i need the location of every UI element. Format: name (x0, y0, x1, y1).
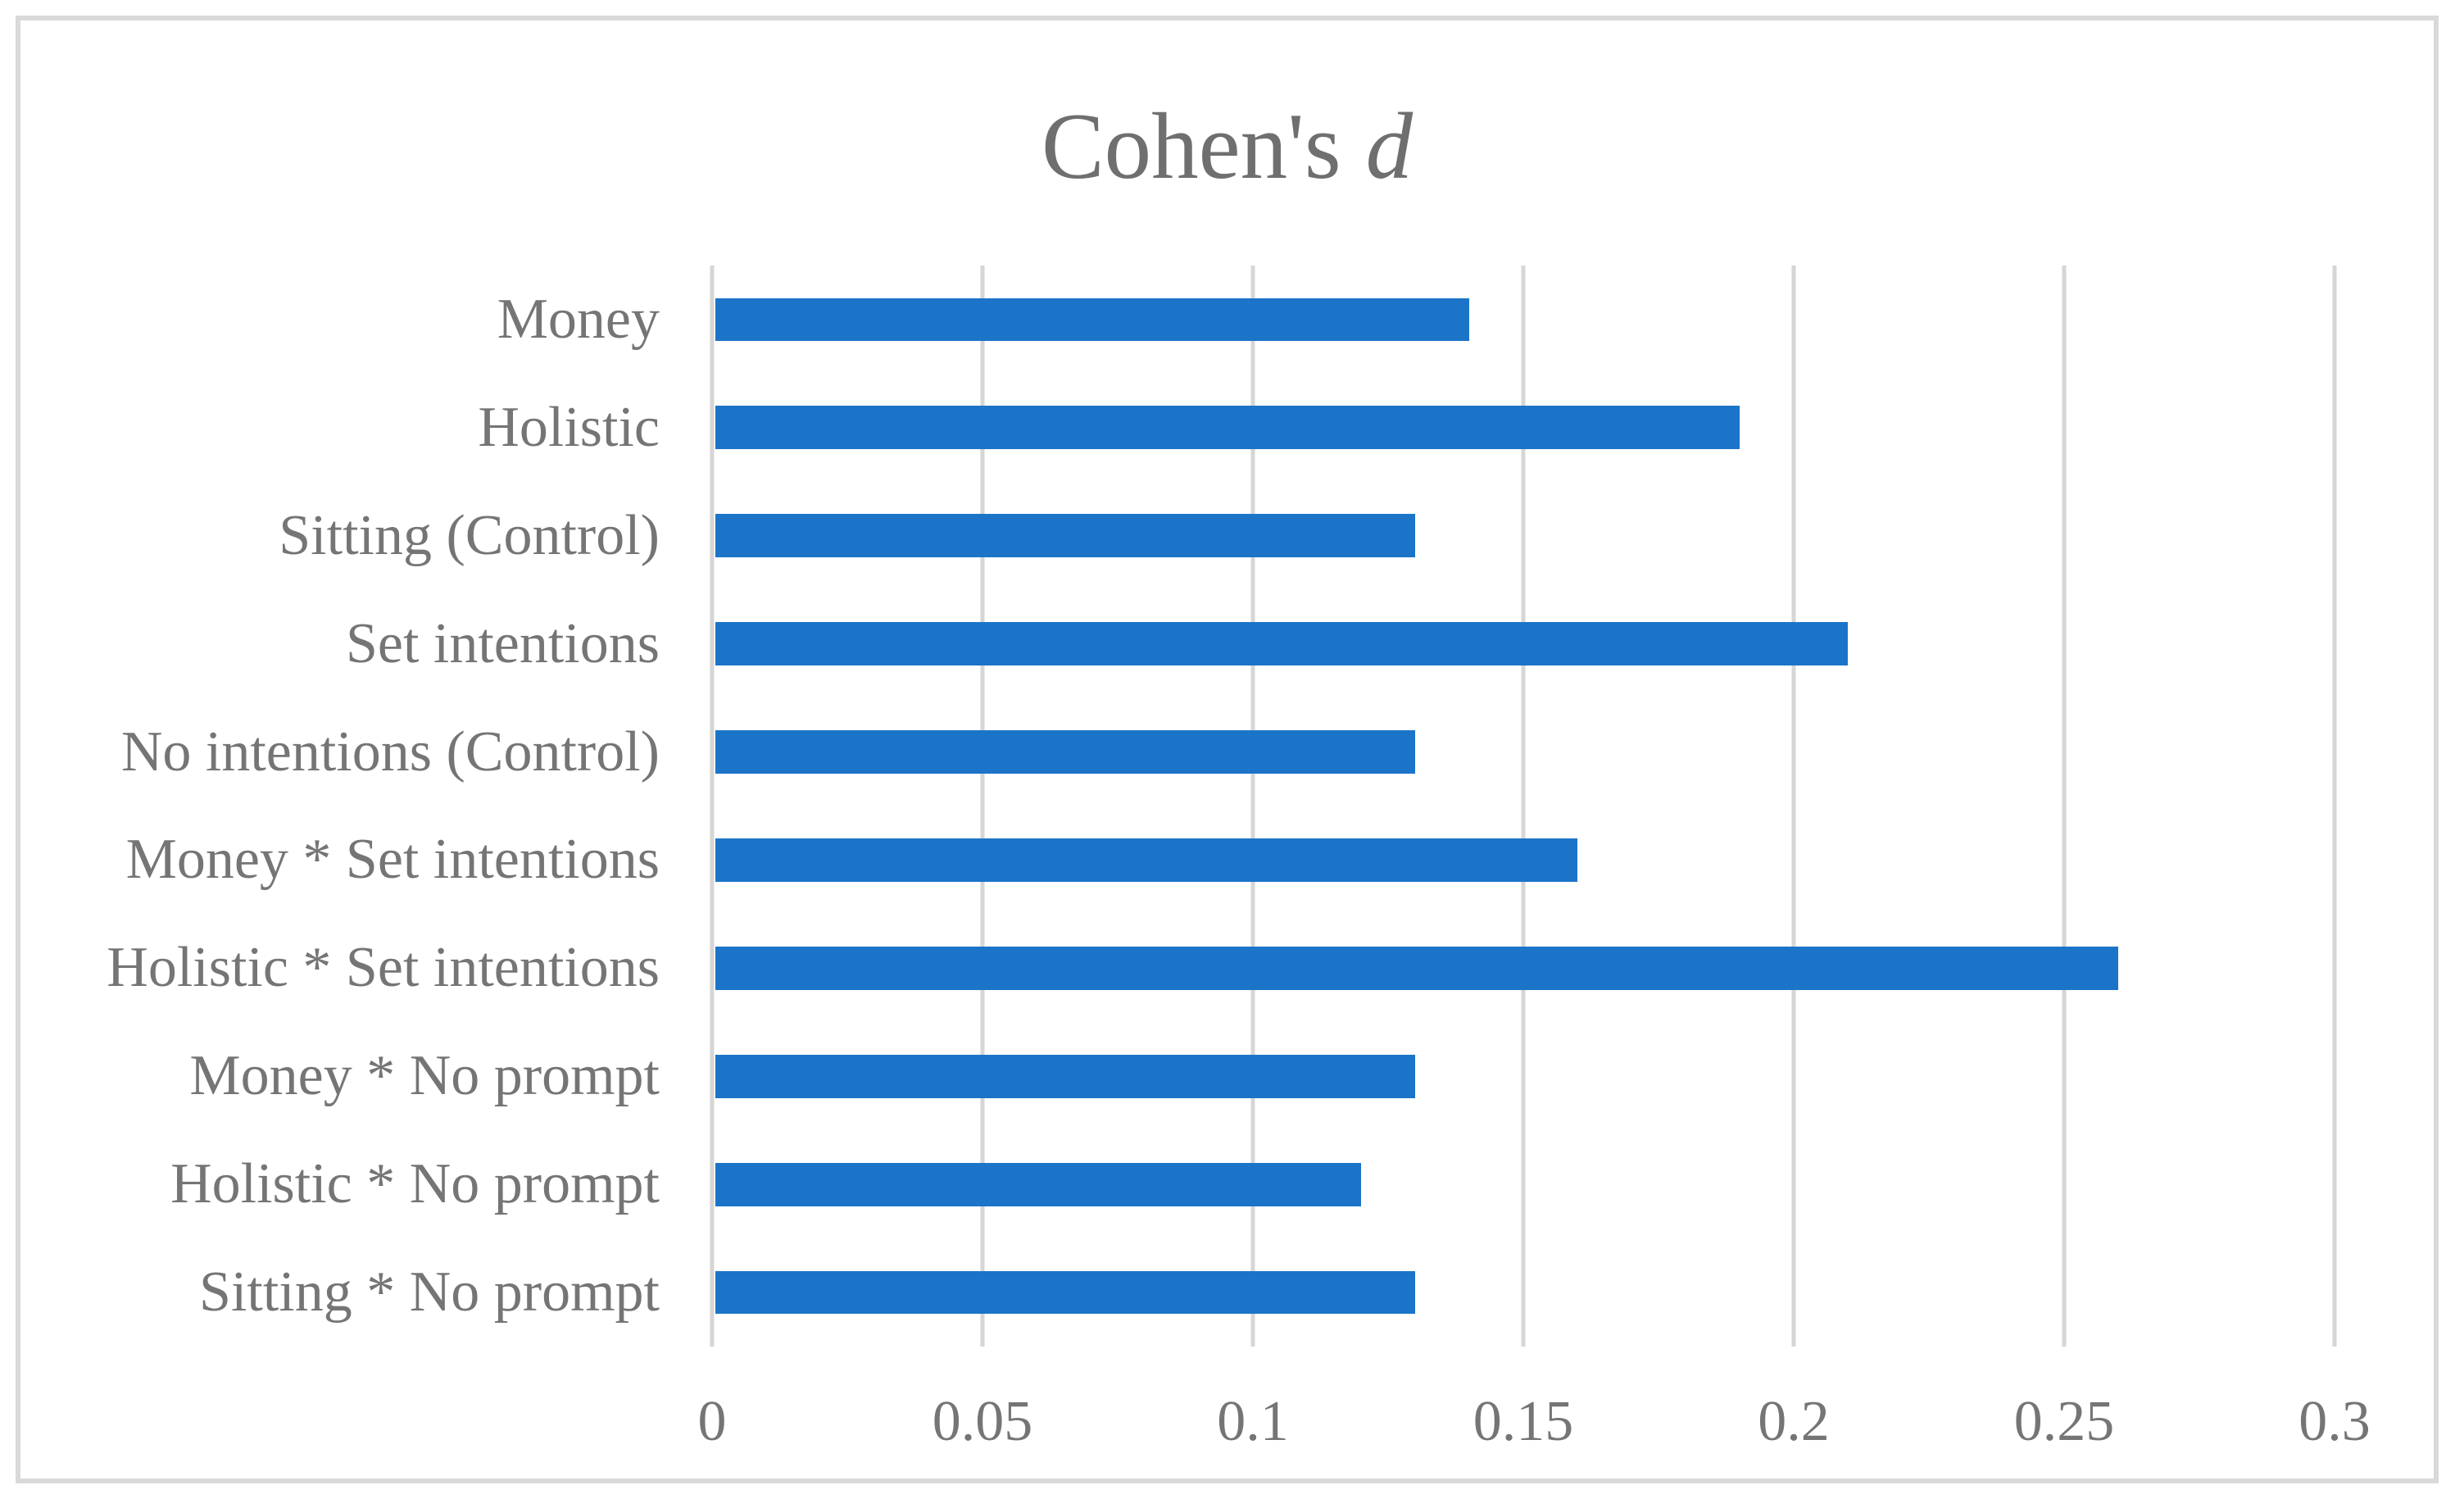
gridline-x-0.15 (1521, 266, 1526, 1347)
bar-set-intentions (715, 622, 1848, 665)
category-label: Money * Set intentions (125, 828, 660, 892)
gridline-x-0.2 (1791, 266, 1796, 1347)
bar-row (712, 590, 2335, 698)
bar-holistic-no-prompt (715, 1162, 1361, 1206)
chart-title-text: Cohen's (1041, 94, 1341, 198)
bar-holistic (715, 406, 1740, 450)
chart-title: Cohen's d (20, 93, 2434, 201)
bar-row (712, 1238, 2335, 1347)
bar-row (712, 374, 2335, 482)
bar-money-no-prompt (715, 1054, 1415, 1098)
chart-border-frame: Cohen's d Money Holistic Sitting (Control) S… (16, 16, 2439, 1483)
category-label: Sitting (Control) (279, 503, 660, 567)
bar-row (712, 1130, 2335, 1238)
gridline-x-0.3 (2332, 266, 2337, 1347)
category-label: Set intentions (345, 611, 660, 675)
x-tick-label: 0.15 (1473, 1390, 1574, 1453)
bar-money (715, 298, 1469, 342)
category-label: Holistic (478, 395, 660, 459)
category-label: Sitting * No prompt (199, 1260, 660, 1324)
chart-title-italic-d: d (1365, 94, 1414, 198)
category-label: Money (497, 287, 660, 351)
gridline-x-0.25 (2062, 266, 2067, 1347)
gridline-x-0.05 (980, 266, 985, 1347)
bar-row (712, 914, 2335, 1022)
bar-no-intentions-control (715, 730, 1415, 774)
category-axis-labels: Money Holistic Sitting (Control) Set intent… (37, 266, 660, 1347)
x-axis-tick-labels: 0 0.05 0.1 0.15 0.2 0.25 0.3 (698, 1374, 2371, 1473)
category-label: Money * No prompt (189, 1044, 660, 1108)
plot-area (710, 266, 2337, 1347)
bar-row (712, 1022, 2335, 1130)
bar-money-set-intentions (715, 838, 1577, 882)
x-tick-label: 0.3 (2298, 1390, 2371, 1453)
category-label: No intentions (Control) (120, 720, 660, 784)
bar-sitting-control (715, 514, 1415, 558)
bar-row (712, 482, 2335, 590)
bar-row (712, 266, 2335, 374)
x-tick-label: 0 (697, 1390, 727, 1453)
gridline-x-0 (710, 266, 715, 1347)
gridline-x-0.1 (1250, 266, 1255, 1347)
x-tick-label: 0.1 (1217, 1390, 1289, 1453)
category-label: Holistic * Set intentions (107, 936, 660, 1000)
bar-holistic-set-intentions (715, 946, 2118, 990)
bar-sitting-no-prompt (715, 1270, 1415, 1315)
x-tick-label: 0.05 (932, 1390, 1033, 1453)
bar-row (712, 698, 2335, 806)
bar-row (712, 806, 2335, 915)
x-tick-label: 0.25 (2013, 1390, 2115, 1453)
category-label: Holistic * No prompt (170, 1152, 660, 1216)
x-tick-label: 0.2 (1758, 1390, 1830, 1453)
